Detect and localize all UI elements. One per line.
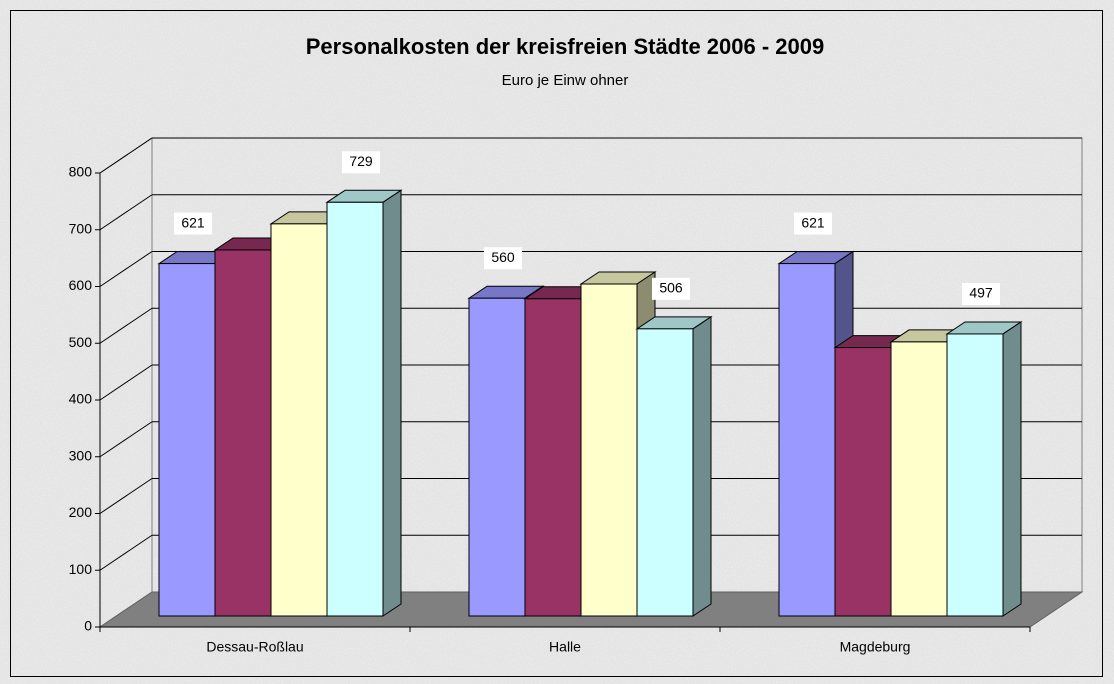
chart-title: Personalkosten der kreisfreien Städte 20… xyxy=(306,34,824,59)
grid-line xyxy=(99,307,153,344)
bar xyxy=(158,263,216,617)
grid-line xyxy=(99,137,153,174)
data-label-box xyxy=(342,151,380,174)
grid-line xyxy=(99,364,153,401)
grid-line xyxy=(99,478,153,514)
x-tick-label: Halle xyxy=(549,639,581,655)
y-tick-label: 700 xyxy=(69,220,93,236)
grid-line xyxy=(99,194,153,231)
chart-frame xyxy=(10,10,1103,677)
data-label-box xyxy=(652,277,690,300)
bar-side xyxy=(1002,321,1022,617)
grid-line xyxy=(99,421,153,458)
y-tick-label: 200 xyxy=(69,504,93,520)
y-tick-label: 600 xyxy=(69,277,93,293)
bar xyxy=(890,341,948,617)
bar xyxy=(580,283,638,617)
data-label: 729 xyxy=(349,153,373,169)
y-tick-label: 800 xyxy=(69,164,93,180)
y-tick-label: 300 xyxy=(69,447,93,463)
x-tick-label: Magdeburg xyxy=(840,639,911,655)
bar-side xyxy=(382,189,402,617)
bar xyxy=(778,263,836,617)
y-tick-label: 100 xyxy=(69,561,93,577)
bar xyxy=(636,328,694,617)
y-tick-label: 400 xyxy=(69,391,93,407)
bar xyxy=(326,201,384,617)
data-label: 560 xyxy=(491,249,515,265)
data-label: 621 xyxy=(801,214,825,230)
data-label: 497 xyxy=(969,285,993,301)
bar xyxy=(834,347,892,617)
grid-line xyxy=(99,534,153,571)
bar xyxy=(270,223,328,617)
y-tick-label: 0 xyxy=(84,618,92,634)
data-label-box xyxy=(174,212,212,235)
bar xyxy=(946,333,1004,617)
bar xyxy=(214,249,272,617)
data-label-box xyxy=(484,247,522,270)
data-label-box xyxy=(794,212,832,235)
grid-line xyxy=(99,251,153,287)
data-label: 506 xyxy=(659,280,683,296)
x-tick-label: Dessau-Roßlau xyxy=(206,639,303,655)
data-label: 621 xyxy=(181,214,205,230)
bar xyxy=(468,297,526,617)
y-tick-label: 500 xyxy=(69,334,93,350)
data-label-box xyxy=(962,282,1000,305)
bar-side xyxy=(692,315,712,617)
chart-subtitle: Euro je Einw ohner xyxy=(502,72,629,89)
bar xyxy=(524,298,582,617)
